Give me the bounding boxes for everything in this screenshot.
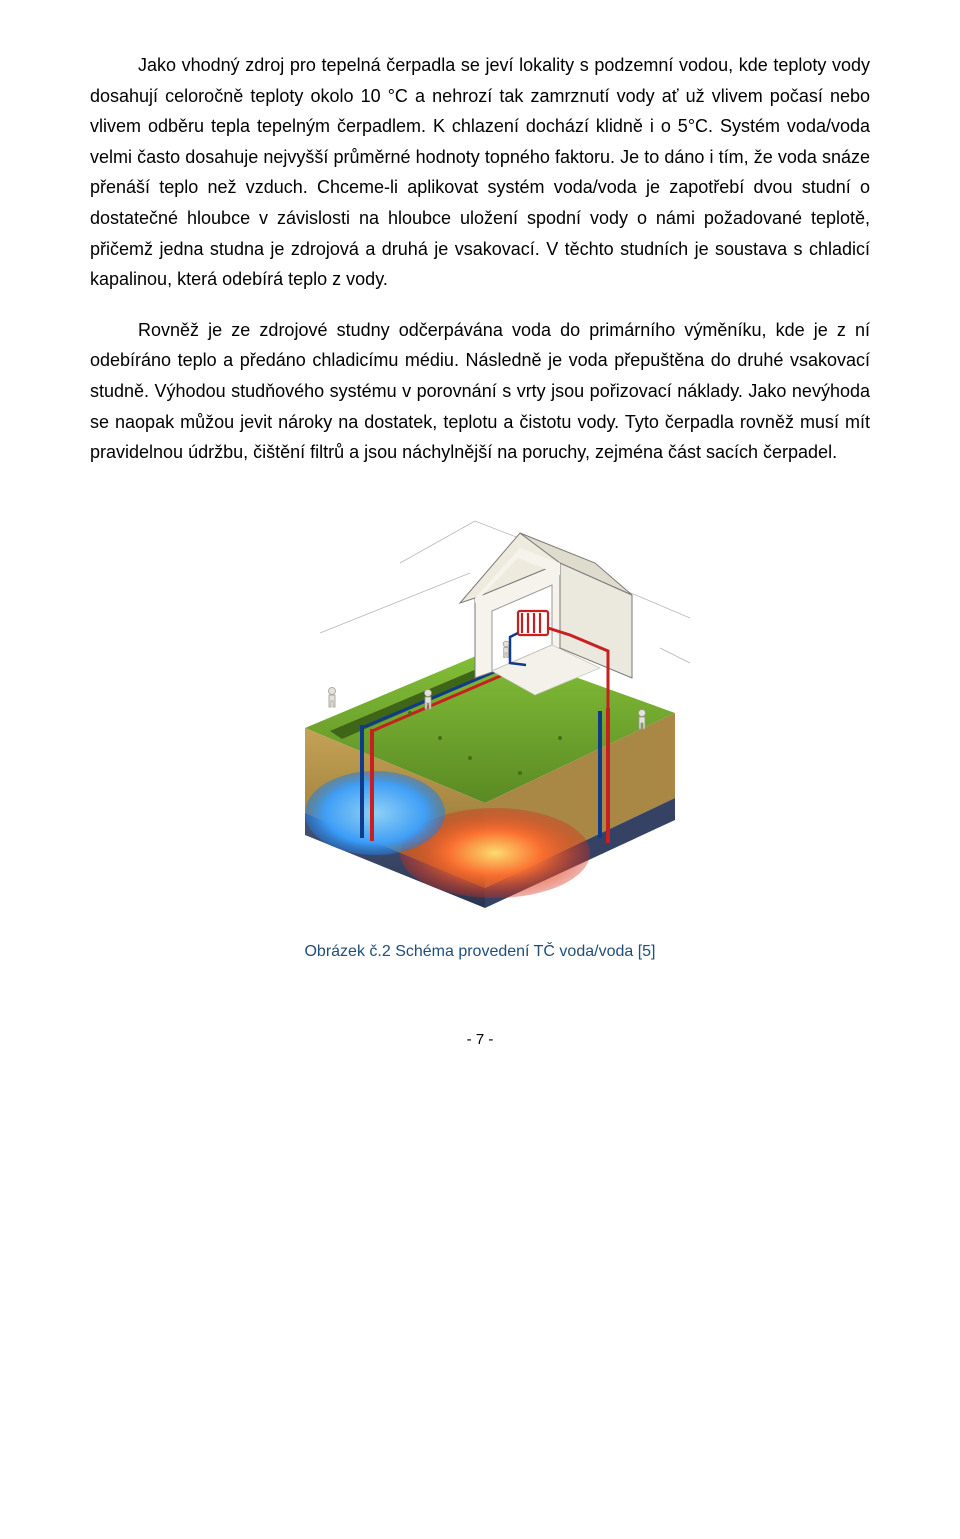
water-glow (305, 771, 445, 855)
diagram-svg (260, 503, 700, 913)
figure-caption: Obrázek č.2 Schéma provedení TČ voda/vod… (90, 943, 870, 961)
page-content: Jako vhodný zdroj pro tepelná čerpadla s… (0, 0, 960, 1078)
paragraph-1: Jako vhodný zdroj pro tepelná čerpadla s… (90, 50, 870, 295)
figure-container: Obrázek č.2 Schéma provedení TČ voda/vod… (90, 503, 870, 961)
paragraph-2: Rovněž je ze zdrojové studny odčerpávána… (90, 315, 870, 468)
page-number: - 7 - (90, 1031, 870, 1048)
heat-pump-diagram (260, 503, 700, 913)
